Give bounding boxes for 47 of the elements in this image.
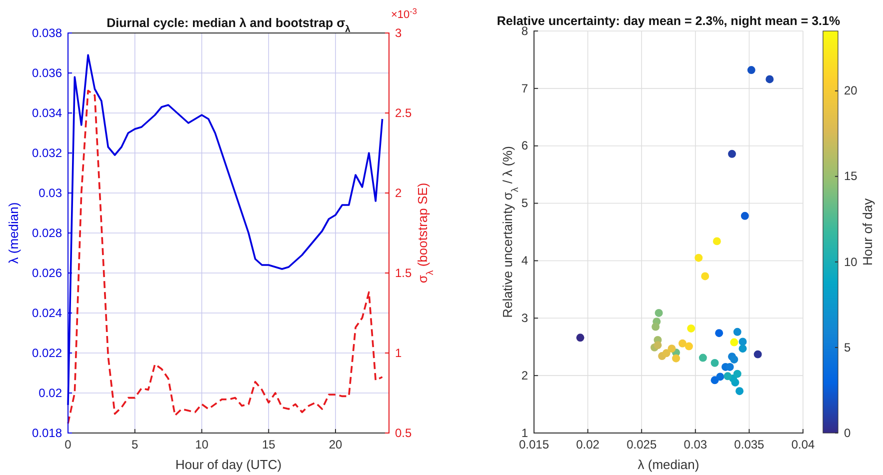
color-bar-label: 5 (844, 340, 851, 354)
x-tick-label: 10 (195, 438, 209, 452)
y2-tick-label: 0.5 (395, 426, 412, 440)
y-tick-label: 1 (521, 426, 528, 440)
y-tick-label: 4 (521, 254, 528, 268)
x-tick-label: 0.04 (791, 438, 815, 452)
x-tick-label: 20 (328, 438, 342, 452)
x-tick-label: 0.03 (684, 438, 708, 452)
color-bar-label: 0 (844, 426, 851, 440)
color-bar-label: 20 (844, 84, 858, 98)
y2-tick-label: 2 (395, 186, 402, 200)
y-tick-label: 0.038 (32, 26, 62, 40)
x-tick-label: 0.02 (576, 438, 600, 452)
x-tick-label: 0.015 (518, 438, 550, 452)
chart-title: Relative uncertainty: day mean = 2.3%, night mean = 3.1% (496, 14, 840, 28)
y2-tick-label: 2.5 (395, 106, 412, 120)
x-tick-label: 15 (262, 438, 276, 452)
x-axis-title: Hour of day (UTC) (175, 457, 282, 472)
y-tick-label: 0.036 (32, 66, 62, 80)
y-tick-label: 0.018 (32, 426, 62, 440)
y-tick-label: 0.034 (32, 106, 62, 120)
y2-tick-label: 1 (395, 346, 402, 360)
color-bar-label: 15 (844, 169, 858, 184)
x-tick-label: 0 (64, 438, 72, 452)
x-tick-label: 0.025 (626, 438, 657, 452)
y2-tick-label: 1.5 (395, 266, 412, 280)
y-tick-label: 7 (521, 81, 528, 96)
y-tick-label: 2 (521, 368, 528, 382)
x-tick-label: 0.035 (734, 438, 765, 452)
y-axis-title: λ (median) (6, 202, 21, 264)
y-tick-label: 0.02 (38, 386, 62, 400)
color-bar-title: Hour of day (860, 198, 875, 266)
y-tick-label: 0.022 (32, 346, 62, 360)
color-bar-label: 10 (844, 254, 858, 269)
y-tick-label: 0.024 (32, 306, 62, 320)
y2-tick-label: 3 (395, 26, 402, 40)
y-tick-label: 0.026 (32, 266, 62, 280)
chart-title: Diurnal cycle: median λ and bootstrap σ$_{λ}$ (106, 16, 352, 34)
y-tick-label: 0.032 (32, 146, 62, 160)
text: ×10$^{-3}$ (391, 6, 418, 21)
y-tick-label: 3 (521, 310, 528, 325)
x-axis-title: λ (median) (638, 457, 700, 472)
y-tick-label: 0.028 (32, 226, 62, 240)
y-tick-label: 5 (521, 196, 528, 210)
x-tick-label: 5 (132, 438, 139, 452)
y-tick-label: 0.03 (38, 186, 62, 200)
y-tick-label: 6 (521, 138, 528, 153)
